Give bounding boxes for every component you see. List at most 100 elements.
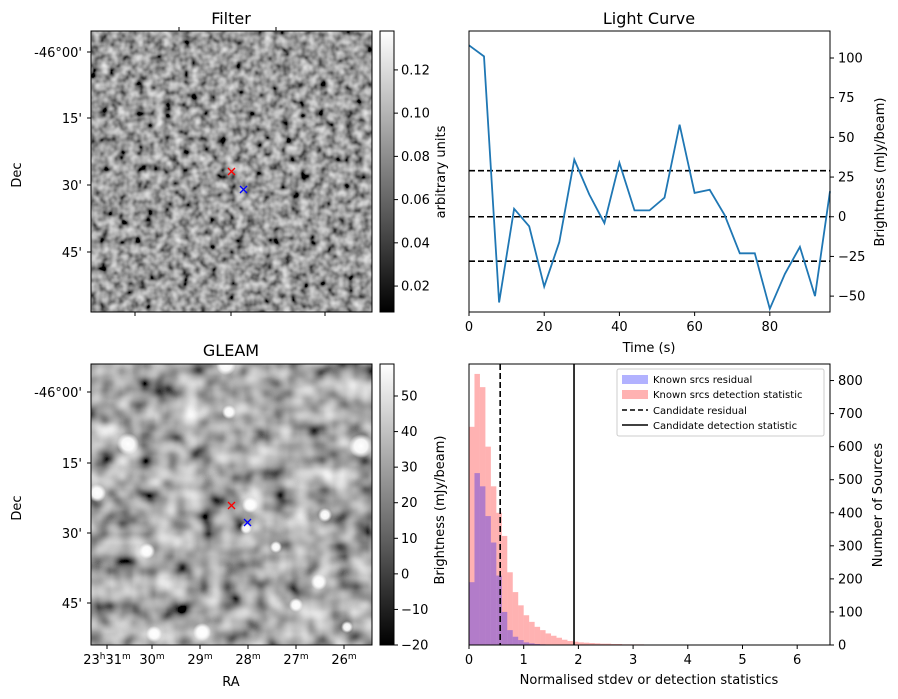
filter-red-marker bbox=[227, 167, 236, 176]
lc-x-tick-label: 20 bbox=[536, 320, 553, 335]
filter-colorbar-ticks: 0.02 0.04 0.06 0.08 0.10 0.12 bbox=[394, 63, 430, 295]
gleam-x-tick-label: 23h31m bbox=[83, 652, 131, 668]
gleam-x-tick-label: 27m bbox=[283, 652, 308, 668]
histogram-x-ticks: 0 1 2 3 4 5 6 bbox=[465, 645, 801, 668]
filter-y-tick-label: -46°00' bbox=[34, 46, 82, 61]
histogram-bar bbox=[474, 473, 480, 645]
legend-label: Known srcs residual bbox=[653, 375, 752, 386]
gleam-x-axis-label: RA bbox=[222, 675, 240, 690]
hist-x-tick-label: 6 bbox=[793, 653, 801, 668]
filter-y-tick-label: 15' bbox=[62, 112, 82, 127]
filter-colorbar-label: arbitrary units bbox=[434, 125, 449, 218]
gleam-x-ticks: 23h31m 30m 29m 28m 27m 26m bbox=[83, 645, 357, 668]
filter-colorbar: 0.02 0.04 0.06 0.08 0.10 0.12 arbitrary units bbox=[379, 30, 449, 313]
hist-x-tick-label: 2 bbox=[574, 653, 582, 668]
lightcurve-panel: Light Curve 0 20 40 60 80 −50 −25 0 25 50 75 100 T… bbox=[465, 9, 888, 356]
histogram-bar bbox=[496, 575, 502, 645]
colorbar-tick-label: 30 bbox=[401, 461, 418, 476]
lc-y-tick-label: 75 bbox=[838, 91, 855, 106]
lc-y-tick-label: −25 bbox=[838, 250, 865, 265]
gleam-x-tick-label: 28m bbox=[235, 652, 260, 668]
gleam-panel: GLEAM -46°00' 15' 30' bbox=[10, 341, 448, 690]
hist-y-tick-label: 0 bbox=[838, 639, 846, 654]
lc-x-tick-label: 0 bbox=[465, 320, 473, 335]
filter-y-axis-label: Dec bbox=[10, 162, 25, 187]
histogram-bar bbox=[518, 605, 524, 645]
colorbar-tick-label: 0.12 bbox=[401, 63, 430, 78]
colorbar-tick-label: 10 bbox=[401, 532, 418, 547]
colorbar-tick-label: 0.08 bbox=[401, 150, 430, 165]
lc-y-tick-label: −50 bbox=[838, 290, 865, 305]
histogram-x-axis-label: Normalised stdev or detection statistics bbox=[520, 673, 779, 688]
legend-box bbox=[616, 368, 825, 437]
hist-y-tick-label: 400 bbox=[838, 506, 863, 521]
colorbar-tick-label: −20 bbox=[401, 639, 428, 654]
lightcurve-x-axis-label: Time (s) bbox=[622, 341, 676, 356]
histogram-bar bbox=[529, 621, 535, 645]
gleam-frame bbox=[90, 363, 373, 646]
colorbar-tick-label: 0.06 bbox=[401, 193, 430, 208]
histogram-bar bbox=[474, 373, 480, 645]
histogram-bar bbox=[583, 642, 590, 645]
gleam-y-tick-label: 15' bbox=[62, 457, 82, 472]
hist-x-tick-label: 0 bbox=[465, 653, 473, 668]
lightcurve-threshold-lines bbox=[469, 169, 830, 262]
gleam-blue-marker bbox=[243, 518, 252, 527]
histogram-bar bbox=[469, 426, 475, 645]
gleam-y-axis-label: Dec bbox=[10, 495, 25, 520]
colorbar-tick-label: 50 bbox=[401, 390, 418, 405]
histogram-bar bbox=[523, 615, 530, 645]
filter-x-ticks bbox=[134, 27, 326, 316]
filter-colorbar-gradient bbox=[379, 30, 395, 313]
legend-label: Candidate detection statistic bbox=[653, 421, 797, 432]
histogram-bar bbox=[507, 572, 513, 645]
lightcurve-title: Light Curve bbox=[603, 9, 695, 28]
gleam-bright-sources bbox=[91, 364, 372, 642]
histogram-bar bbox=[523, 642, 530, 645]
histogram-bar bbox=[578, 642, 584, 645]
lc-x-tick-label: 40 bbox=[611, 320, 628, 335]
histogram-bar bbox=[490, 486, 497, 645]
lc-y-tick-label: 50 bbox=[838, 131, 855, 146]
histogram-bar bbox=[567, 641, 573, 645]
hist-y-tick-label: 600 bbox=[838, 440, 863, 455]
gleam-x-tick-label: 26m bbox=[331, 652, 356, 668]
hist-x-tick-label: 4 bbox=[684, 653, 692, 668]
hist-y-tick-label: 800 bbox=[838, 374, 863, 389]
lightcurve-frame bbox=[468, 30, 831, 313]
histogram-bar bbox=[479, 486, 486, 645]
histogram-bar bbox=[605, 643, 612, 645]
gleam-y-tick-label: 45' bbox=[62, 597, 82, 612]
histogram-bar bbox=[540, 630, 546, 645]
colorbar-tick-label: 40 bbox=[401, 425, 418, 440]
histogram-bar bbox=[529, 643, 535, 645]
colorbar-tick-label: 0.02 bbox=[401, 280, 430, 295]
colorbar-tick-label: 20 bbox=[401, 496, 418, 511]
hist-y-tick-label: 300 bbox=[838, 539, 863, 554]
filter-title: Filter bbox=[211, 9, 251, 28]
gleam-x-tick-label: 29m bbox=[187, 652, 212, 668]
histogram-bar bbox=[512, 592, 519, 645]
histogram-bar bbox=[534, 626, 541, 645]
colorbar-tick-label: 0.04 bbox=[401, 236, 430, 251]
filter-panel: Filter -46°00' 15' 30' 45' Dec bbox=[10, 9, 449, 316]
hist-x-tick-label: 3 bbox=[629, 653, 637, 668]
gleam-y-ticks: -46°00' 15' 30' 45' bbox=[34, 386, 91, 612]
legend-label: Known srcs detection statistic bbox=[653, 390, 802, 401]
lc-y-tick-label: 100 bbox=[838, 51, 863, 66]
gleam-y-tick-label: -46°00' bbox=[34, 386, 82, 401]
histogram-bar bbox=[589, 643, 595, 645]
gleam-x-tick-label: 30m bbox=[139, 652, 164, 668]
hist-x-tick-label: 5 bbox=[738, 653, 746, 668]
lc-y-tick-label: 25 bbox=[838, 171, 855, 186]
histogram-candidate-lines bbox=[499, 364, 575, 645]
colorbar-tick-label: 0.10 bbox=[401, 107, 430, 122]
histogram-bar bbox=[551, 635, 557, 645]
legend-swatch-residual bbox=[622, 375, 648, 384]
histogram-bar bbox=[600, 643, 606, 645]
hist-y-tick-label: 200 bbox=[838, 572, 863, 587]
histogram-y-ticks: 0 100 200 300 400 500 600 700 800 bbox=[830, 374, 863, 654]
histogram-bar bbox=[507, 630, 513, 645]
histogram-panel: 0 1 2 3 4 5 6 0 100 200 300 400 500 600 700 800 Normal… bbox=[465, 363, 886, 688]
